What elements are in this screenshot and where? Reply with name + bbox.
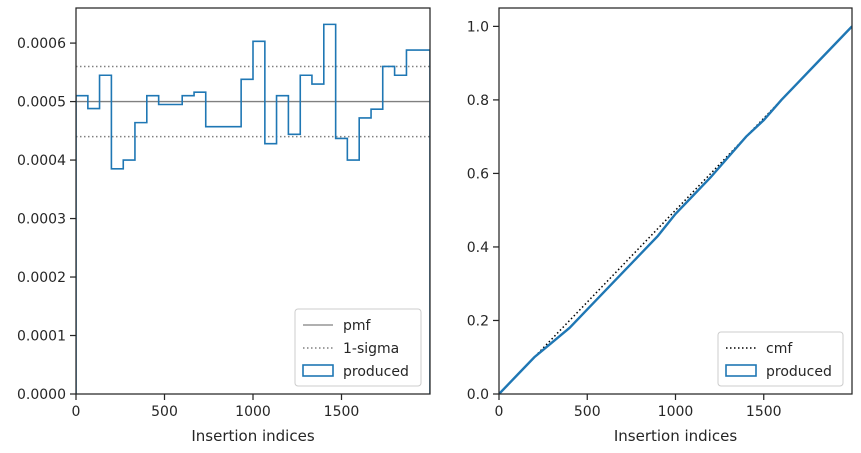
legend-swatch-produced — [725, 364, 757, 377]
x-axis-title: Insertion indices — [614, 427, 737, 445]
left-panel: 0 500 1000 1500 0.0000 0.0001 0.0002 0.0003 0.00… — [17, 7, 431, 445]
legend-label: produced — [343, 364, 409, 380]
legend-box — [717, 331, 844, 387]
plot-area — [499, 25, 852, 394]
y-tick-label: 0.0000 — [17, 387, 66, 403]
plot-area — [76, 23, 430, 394]
x-tick-label: 0 — [72, 404, 81, 420]
legend-label: 1-sigma — [343, 341, 399, 357]
legend: cmf produced — [717, 331, 844, 387]
x-tick-label: 500 — [574, 404, 601, 420]
y-tick-label: 0.0005 — [17, 95, 66, 111]
y-tick-label: 0.0002 — [17, 270, 66, 286]
y-tick-label: 1.0 — [467, 19, 489, 35]
legend-label: cmf — [766, 341, 793, 357]
y-tick-label: 0.8 — [467, 93, 489, 109]
x-axis-title: Insertion indices — [191, 427, 314, 445]
produced-cdf-line — [499, 25, 852, 394]
x-tick-label: 1000 — [235, 404, 271, 420]
legend-label: pmf — [343, 318, 372, 334]
legend: pmf 1-sigma produced — [294, 308, 422, 387]
x-tick-label: 1500 — [746, 404, 782, 420]
y-tick-label: 0.0003 — [17, 212, 66, 228]
x-tick-label: 1000 — [658, 404, 694, 420]
x-tick-label: 0 — [495, 404, 504, 420]
legend-box — [294, 308, 422, 387]
y-tick-label: 0.4 — [467, 240, 489, 256]
produced-histogram — [76, 23, 430, 394]
y-tick-label: 0.0 — [467, 387, 489, 403]
legend-swatch-produced — [302, 364, 334, 377]
x-tick-label: 500 — [151, 404, 178, 420]
y-tick-label: 0.0001 — [17, 329, 66, 345]
x-tick-label: 1500 — [324, 404, 360, 420]
y-tick-label: 0.0006 — [17, 36, 66, 52]
y-tick-label: 0.6 — [467, 166, 489, 182]
right-panel: 0 500 1000 1500 0.0 0.2 0.4 0.6 0.8 1.0 Insertion … — [467, 7, 853, 445]
y-tick-label: 0.2 — [467, 313, 489, 329]
legend-label: produced — [766, 364, 832, 380]
y-tick-label: 0.0004 — [17, 153, 66, 169]
